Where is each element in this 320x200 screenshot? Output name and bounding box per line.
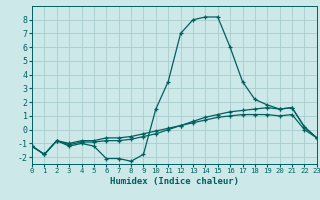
- X-axis label: Humidex (Indice chaleur): Humidex (Indice chaleur): [110, 177, 239, 186]
